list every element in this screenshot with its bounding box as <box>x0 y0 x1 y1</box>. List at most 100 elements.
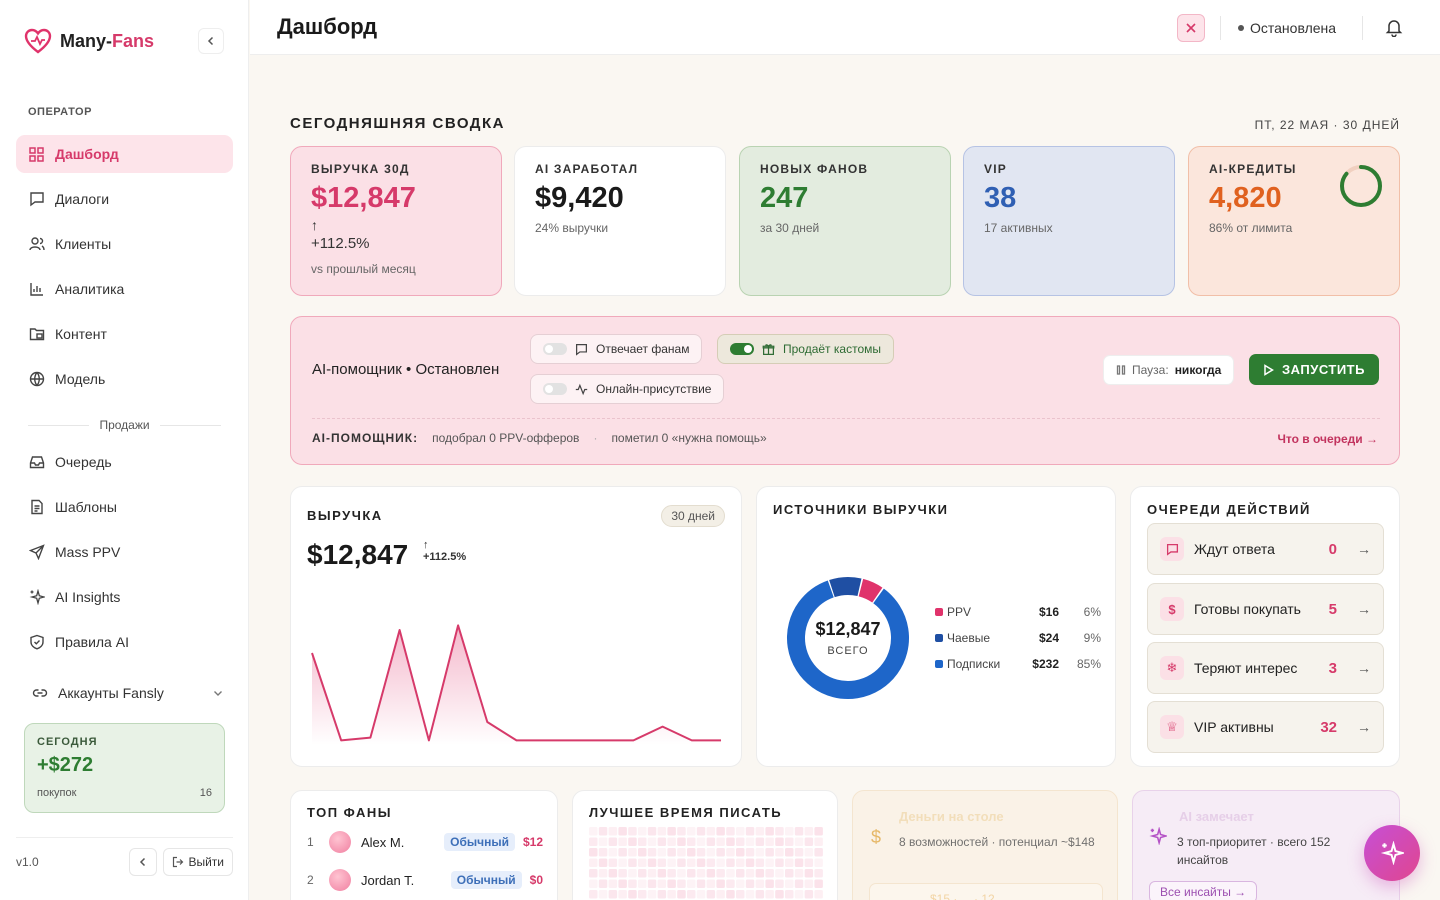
heatmap-cell <box>638 879 647 888</box>
close-button[interactable] <box>1177 14 1205 42</box>
money-on-table-card: Деньги на столе $ 8 возможностей · потен… <box>852 790 1118 900</box>
heatmap-cell <box>755 858 765 867</box>
queue-awaiting-reply[interactable]: Ждут ответа 0 → <box>1147 523 1384 575</box>
queue-losing-interest[interactable]: ❄ Теряют интерес 3 → <box>1147 642 1384 694</box>
ai-assistant-fab[interactable] <box>1364 825 1420 881</box>
fan-row[interactable]: 1 Alex M. Обычный $12 <box>307 831 543 853</box>
heatmap-cell <box>814 858 823 867</box>
heatmap-cell <box>618 890 627 899</box>
fan-name: Alex M. <box>361 834 405 850</box>
sidebar-item-ai-rules[interactable]: Правила AI <box>16 623 233 661</box>
queue-count: 32 <box>1320 718 1337 736</box>
fan-row[interactable]: 2 Jordan T. Обычный $0 <box>307 869 543 891</box>
ai-footer-separator: · <box>593 431 598 445</box>
sidebar-item-mass-ppv[interactable]: Mass PPV <box>16 533 233 571</box>
sidebar-item-analytics[interactable]: Аналитика <box>16 270 233 308</box>
chat-icon <box>575 343 588 356</box>
notifications-button[interactable] <box>1384 17 1404 37</box>
ai-assistant-title: AI-помощник • Остановлен <box>312 361 500 378</box>
section-label-operator: ОПЕРАТОР <box>28 106 92 118</box>
heatmap-cell <box>726 890 735 899</box>
sidebar-item-dialogs[interactable]: Диалоги <box>16 180 233 218</box>
heatmap-cell <box>736 858 745 867</box>
logout-button[interactable]: Выйти <box>163 848 233 876</box>
heatmap-cell <box>628 837 637 846</box>
heatmap-cell <box>589 837 598 846</box>
heatmap-cell <box>804 837 814 846</box>
period-pill[interactable]: 30 дней <box>661 505 725 527</box>
crown-icon: ♕ <box>1160 715 1184 739</box>
heatmap-cell <box>785 858 794 867</box>
heatmap-cell <box>589 869 598 878</box>
all-insights-link[interactable]: Все инсайты → <box>1149 881 1258 900</box>
heatmap-cell <box>814 879 823 888</box>
heatmap-cell <box>804 890 814 899</box>
sparkle-icon <box>28 589 45 606</box>
heatmap-cell <box>765 837 774 846</box>
toggle-switch[interactable] <box>543 383 567 395</box>
heatmap-cell <box>677 858 686 867</box>
summary-date: ПТ, 22 МАЯ · 30 ДНЕЙ <box>1254 118 1400 132</box>
heatmap-cell <box>706 837 716 846</box>
legend-name: Чаевые <box>947 631 991 645</box>
kpi-ai-credits-card[interactable]: AI-КРЕДИТЫ 4,820 86% от лимита <box>1188 146 1400 296</box>
kpi-ai-earned-card[interactable]: AI ЗАРАБОТАЛ $9,420 24% выручки <box>514 146 726 296</box>
sidebar-item-templates[interactable]: Шаблоны <box>16 488 233 526</box>
page-title: Дашборд <box>277 14 378 39</box>
users-icon <box>28 236 45 253</box>
chip-label: Онлайн-присутствие <box>596 382 712 396</box>
kpi-new-fans-card[interactable]: НОВЫХ ФАНОВ 247 за 30 дней <box>739 146 951 296</box>
sidebar-item-clients[interactable]: Клиенты <box>16 225 233 263</box>
revenue-line <box>311 624 721 742</box>
sidebar-item-model[interactable]: Модель <box>16 360 233 398</box>
kpi-vip-card[interactable]: VIP 38 17 активных <box>963 146 1175 296</box>
heatmap-cell <box>647 848 657 857</box>
queue-link[interactable]: Что в очереди → <box>1277 432 1378 446</box>
revenue-total: $12,847 <box>307 539 409 570</box>
queue-ready-to-buy[interactable]: $ Готовы покупать 5 → <box>1147 583 1384 635</box>
pause-setting[interactable]: Пауза: никогда <box>1103 355 1235 385</box>
run-button[interactable]: ЗАПУСТИТЬ <box>1249 354 1379 385</box>
accounts-fansly-toggle[interactable]: Аккаунты Fansly <box>24 680 224 706</box>
heatmap-cell <box>598 890 608 899</box>
heatmap-cell <box>765 869 774 878</box>
heatmap-cell <box>716 879 725 888</box>
heatmap-cell <box>765 827 774 836</box>
heatmap-cell <box>804 827 814 836</box>
chip-online-presence[interactable]: Онлайн-присутствие <box>530 374 725 404</box>
heatmap-cell <box>628 890 637 899</box>
chip-sell-customs[interactable]: Продаёт кастомы <box>717 334 894 364</box>
toggle-switch[interactable] <box>730 343 754 355</box>
heatmap-cell <box>628 827 637 836</box>
sidebar-item-content[interactable]: Контент <box>16 315 233 353</box>
revenue-sources-card: ИСТОЧНИКИ ВЫРУЧКИ $12,847 ВСЕГО PPV $16 … <box>756 486 1116 767</box>
best-time-card: ЛУЧШЕЕ ВРЕМЯ ПИСАТЬ <box>572 790 838 900</box>
heatmap-cell <box>726 879 735 888</box>
chip-reply-fans[interactable]: Отвечает фанам <box>530 334 703 364</box>
status-indicator: Остановлена <box>1238 20 1336 36</box>
fan-rank: 2 <box>307 873 314 887</box>
close-icon <box>1185 22 1197 34</box>
collapse-footer-button[interactable] <box>129 848 158 876</box>
logout-label: Выйти <box>188 855 224 869</box>
heatmap-cell <box>765 848 774 857</box>
donut-slice-ppv <box>787 577 909 699</box>
kpi-revenue-card[interactable]: ВЫРУЧКА 30Д $12,847 ↑ +112.5% vs прошлый… <box>290 146 502 296</box>
queue-vip-active[interactable]: ♕ VIP активны 32 → <box>1147 701 1384 753</box>
heatmap-cell <box>628 879 637 888</box>
heatmap-cell <box>598 827 608 836</box>
sidebar-item-ai-insights[interactable]: AI Insights <box>16 578 233 616</box>
heatmap-cell <box>647 890 657 899</box>
heatmap-cell <box>775 848 784 857</box>
collapse-sidebar-button[interactable] <box>198 28 224 54</box>
heatmap-cell <box>598 869 608 878</box>
snowflake-icon: ❄ <box>1160 656 1184 680</box>
sidebar-item-dashboard[interactable]: Дашборд <box>16 135 233 173</box>
sources-title: ИСТОЧНИКИ ВЫРУЧКИ <box>773 502 949 517</box>
heatmap-cell <box>726 869 735 878</box>
queue-label: Ждут ответа <box>1194 541 1275 557</box>
sidebar-item-queue[interactable]: Очередь <box>16 443 233 481</box>
logo[interactable]: Many-Fans <box>24 28 154 54</box>
revenue-chart <box>311 624 722 745</box>
toggle-switch[interactable] <box>543 343 567 355</box>
